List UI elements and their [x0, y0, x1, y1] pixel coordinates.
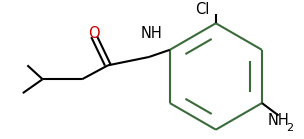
Text: 2: 2 [286, 123, 293, 133]
Text: Cl: Cl [195, 2, 209, 17]
Text: NH: NH [141, 26, 163, 41]
Text: NH: NH [268, 113, 289, 128]
Text: O: O [88, 26, 100, 41]
